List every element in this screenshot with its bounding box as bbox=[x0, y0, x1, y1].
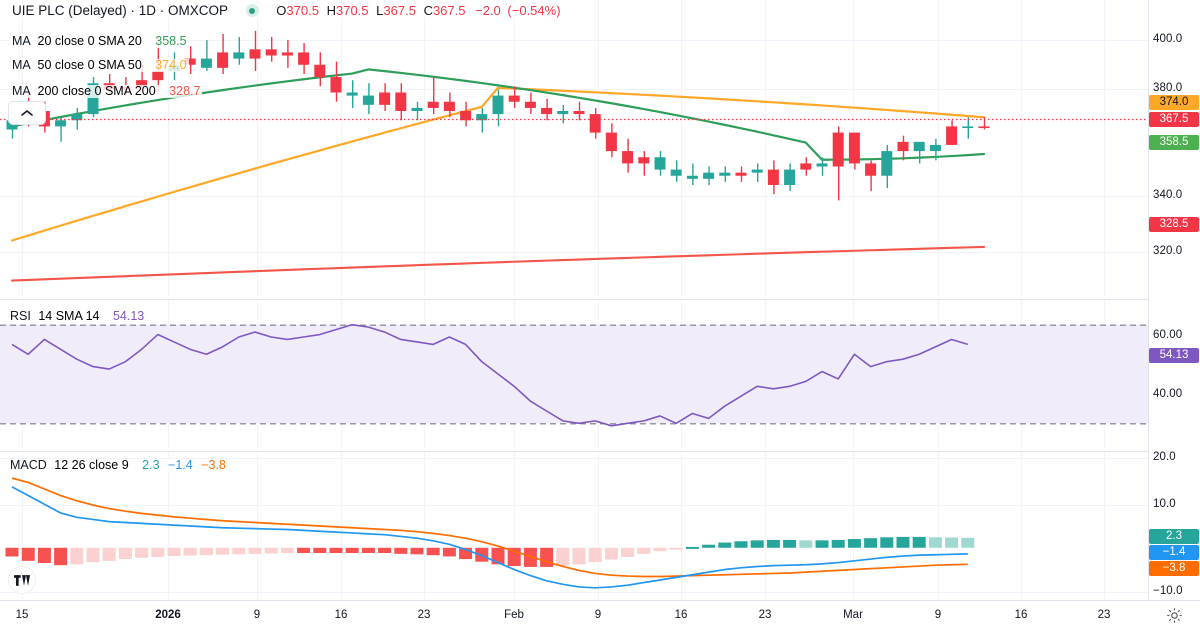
pane-separator-price-rsi[interactable] bbox=[0, 299, 1200, 300]
macd-axis-price-badge[interactable]: −1.4 bbox=[1149, 545, 1199, 560]
rsi-axis-tick-label: 60.00 bbox=[1153, 329, 1183, 341]
time-axis-label: 9 bbox=[594, 609, 602, 621]
ohlc-h-label: H bbox=[326, 3, 336, 18]
rsi-axis-price-badge[interactable]: 54.13 bbox=[1149, 348, 1199, 363]
chart-title-legend[interactable]: UIE PLC (Delayed) · 1D · OMXCOP O370.5 H… bbox=[10, 4, 563, 18]
macd-pane[interactable] bbox=[0, 452, 1148, 600]
market-status-dot-icon bbox=[245, 4, 259, 17]
macd-line-value: −1.4 bbox=[168, 458, 193, 472]
ma200-value: 328.7 bbox=[169, 84, 201, 98]
macd-name: MACD bbox=[10, 458, 47, 472]
macd-params: 12 26 close 9 bbox=[54, 458, 129, 472]
ohlc-change-pct: (−0.54%) bbox=[507, 3, 561, 18]
rsi-value: 54.13 bbox=[112, 309, 145, 323]
tradingview-logo[interactable] bbox=[8, 566, 36, 594]
price-axis-price-badge[interactable]: 358.5 bbox=[1149, 135, 1199, 150]
ma50-value: 374.0 bbox=[155, 58, 187, 72]
macd-axis-tick-label: 10.0 bbox=[1153, 498, 1176, 510]
price-axis-tick-label: 340.0 bbox=[1153, 189, 1183, 201]
ma200-params: 200 close 0 SMA 200 bbox=[37, 84, 156, 98]
rsi-params: 14 SMA 14 bbox=[38, 309, 100, 323]
ohlc-h-value: 370.5 bbox=[335, 3, 369, 18]
ohlc-l-label: L bbox=[376, 3, 384, 18]
gear-icon bbox=[1167, 608, 1182, 623]
macd-hist-value: 2.3 bbox=[142, 458, 160, 472]
ohlc-o-label: O bbox=[276, 3, 287, 18]
legend-ma20[interactable]: MA 20 close 0 SMA 20 358.5 bbox=[10, 35, 189, 48]
price-axis-price-badge[interactable]: 328.5 bbox=[1149, 217, 1199, 232]
ma20-value: 358.5 bbox=[155, 34, 187, 48]
pane-separator-rsi-macd[interactable] bbox=[0, 451, 1200, 452]
chart-settings-button[interactable] bbox=[1166, 607, 1183, 624]
time-axis-label: 15 bbox=[15, 609, 29, 621]
time-axis-label: 2026 bbox=[155, 609, 181, 621]
macd-axis-price-badge[interactable]: 2.3 bbox=[1149, 529, 1199, 544]
macd-axis-tick-label: 20.0 bbox=[1153, 451, 1176, 463]
price-axis-price-badge[interactable]: 374.0 bbox=[1149, 95, 1199, 110]
time-axis-label: 23 bbox=[417, 609, 431, 621]
ohlc-change: −2.0 bbox=[475, 3, 501, 18]
ohlc-l-value: 367.5 bbox=[383, 3, 416, 18]
time-axis-label: 23 bbox=[1097, 609, 1111, 621]
price-axis-price-badge[interactable]: 367.5 bbox=[1149, 112, 1199, 127]
time-axis-label: 23 bbox=[758, 609, 772, 621]
legend-ma50[interactable]: MA 50 close 0 SMA 50 374.0 bbox=[10, 59, 189, 72]
legend-rsi[interactable]: RSI 14 SMA 14 54.13 bbox=[8, 309, 147, 323]
price-axis[interactable]: 400.0 380.0 340.0 320.0 374.0 367.5 358.5 328.5… bbox=[1148, 0, 1200, 600]
price-axis-tick-label: 380.0 bbox=[1153, 82, 1183, 94]
time-axis[interactable]: 15 2026 9 16 23 Feb 9 16 23 Mar 9 16 23 bbox=[0, 600, 1200, 631]
macd-axis-tick-label: −10.0 bbox=[1153, 585, 1183, 597]
ohlc-values: O370.5 H370.5 L367.5 C367.5 −2.0 (−0.54%… bbox=[276, 3, 560, 18]
rsi-name: RSI bbox=[10, 309, 31, 323]
ma200-name: MA bbox=[12, 84, 31, 98]
legend-ma200[interactable]: MA 200 close 0 SMA 200 328.7 bbox=[10, 84, 203, 98]
time-axis-label: Mar bbox=[843, 609, 863, 621]
time-axis-label: 16 bbox=[674, 609, 688, 621]
ma20-name: MA bbox=[12, 34, 31, 48]
price-axis-tick-label: 320.0 bbox=[1153, 245, 1183, 257]
macd-axis-price-badge[interactable]: −3.8 bbox=[1149, 561, 1199, 576]
time-axis-label: 9 bbox=[934, 609, 942, 621]
symbol-title[interactable]: UIE PLC (Delayed) · 1D · OMXCOP bbox=[12, 3, 229, 18]
price-axis-tick-label: 400.0 bbox=[1153, 33, 1183, 45]
chevron-up-icon bbox=[21, 110, 33, 116]
ma50-name: MA bbox=[12, 58, 31, 72]
ma20-params: 20 close 0 SMA 20 bbox=[37, 34, 142, 48]
time-axis-label: Feb bbox=[504, 609, 524, 621]
time-axis-label: 9 bbox=[253, 609, 261, 621]
ma50-params: 50 close 0 SMA 50 bbox=[37, 58, 142, 72]
rsi-pane[interactable] bbox=[0, 300, 1148, 448]
time-axis-label: 16 bbox=[334, 609, 348, 621]
macd-signal-value: −3.8 bbox=[201, 458, 226, 472]
ohlc-c-label: C bbox=[423, 3, 433, 18]
time-axis-label: 16 bbox=[1014, 609, 1028, 621]
rsi-axis-tick-label: 40.00 bbox=[1153, 388, 1183, 400]
ohlc-o-value: 370.5 bbox=[286, 3, 319, 18]
collapse-pane-button[interactable] bbox=[8, 101, 46, 125]
legend-macd[interactable]: MACD 12 26 close 9 2.3 −1.4 −3.8 bbox=[8, 459, 228, 472]
ohlc-c-value: 367.5 bbox=[432, 3, 466, 18]
tradingview-logo-icon bbox=[14, 574, 30, 586]
